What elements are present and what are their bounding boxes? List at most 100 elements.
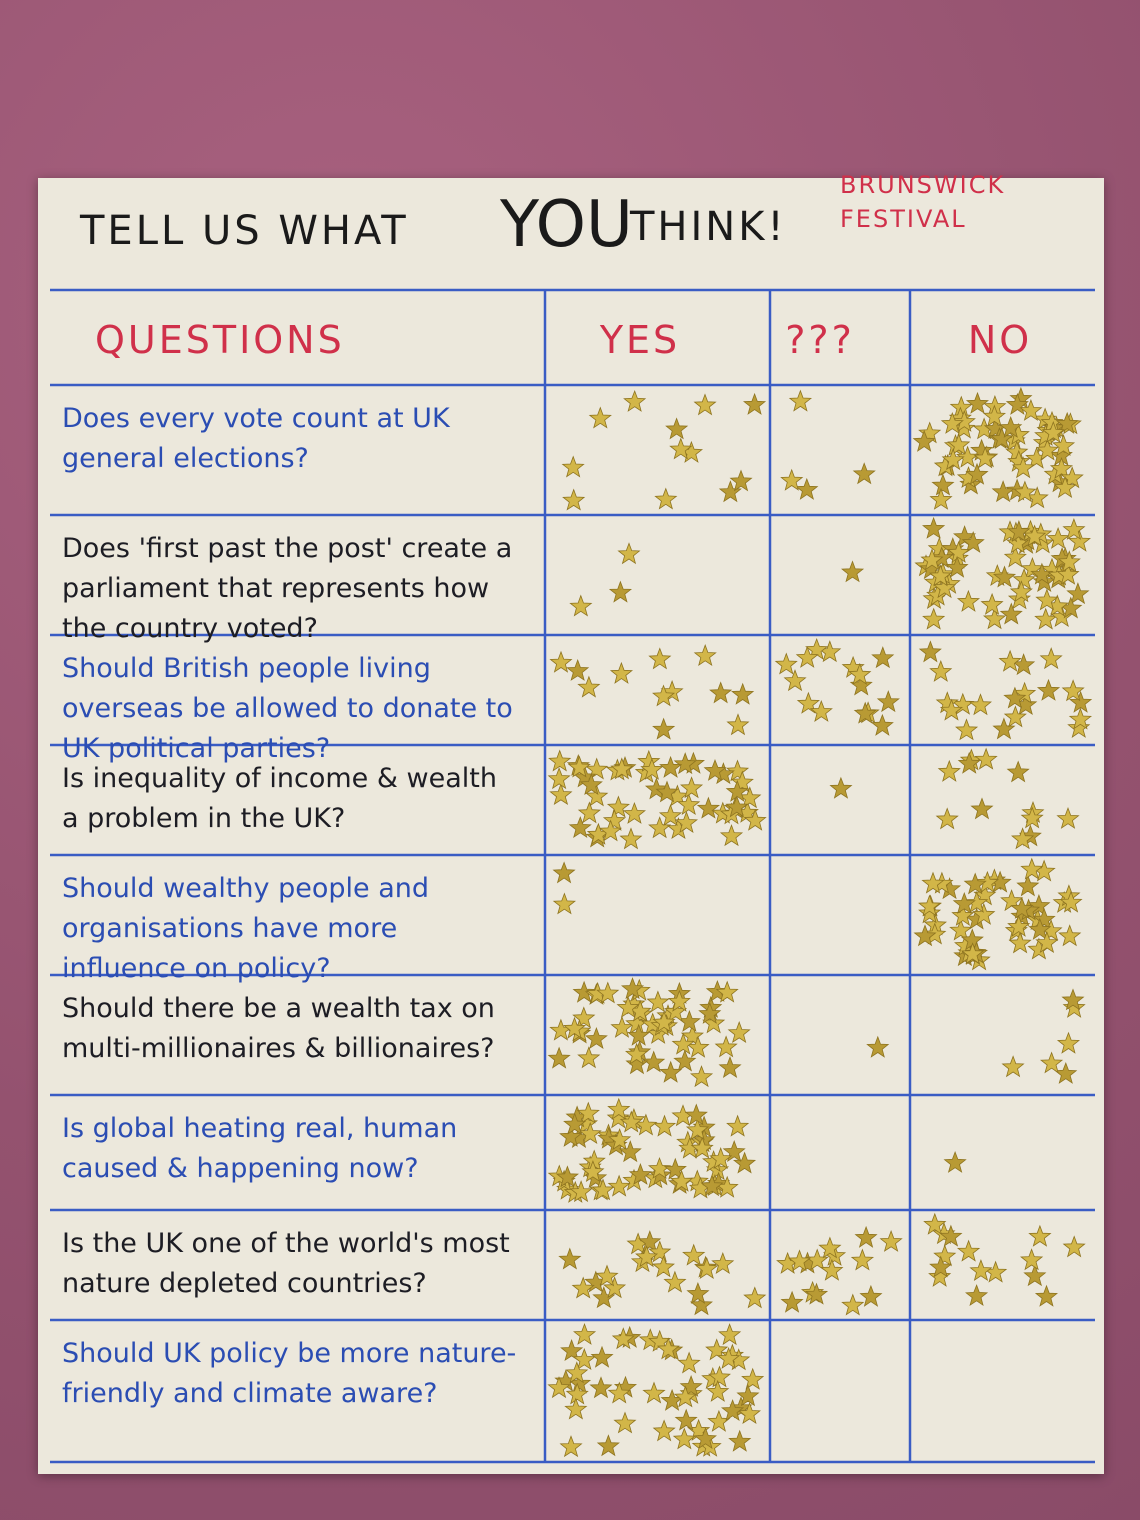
- star: [607, 1097, 631, 1120]
- star: [1016, 874, 1040, 897]
- star: [635, 1245, 659, 1268]
- star: [795, 645, 819, 668]
- star: [848, 662, 872, 685]
- star: [625, 1042, 649, 1065]
- question: Is inequality of income & wealth a probl…: [62, 763, 497, 834]
- star: [602, 808, 627, 831]
- star: [982, 607, 1007, 630]
- star: [1056, 1031, 1080, 1054]
- star: [608, 580, 633, 603]
- star: [975, 870, 999, 893]
- vote-stars: [552, 861, 577, 915]
- star: [619, 827, 643, 850]
- star: [1019, 398, 1043, 421]
- star: [853, 701, 877, 724]
- star: [565, 1382, 589, 1405]
- star: [613, 1411, 637, 1434]
- star: [684, 1103, 708, 1126]
- star: [1023, 1264, 1047, 1287]
- star: [956, 589, 981, 612]
- star: [609, 661, 634, 684]
- star: [1062, 1235, 1086, 1258]
- column-header: NO: [967, 318, 1033, 362]
- star: [656, 1337, 680, 1360]
- star: [547, 767, 571, 790]
- star: [577, 1046, 601, 1069]
- star: [623, 389, 647, 412]
- star: [1061, 988, 1085, 1011]
- star: [606, 795, 630, 818]
- vote-stars: [547, 1097, 757, 1203]
- vote-stars: [918, 640, 1093, 741]
- star: [929, 487, 953, 510]
- star: [561, 455, 585, 478]
- star: [1039, 1051, 1064, 1074]
- star: [690, 1065, 714, 1088]
- star: [563, 1016, 587, 1039]
- star: [714, 1035, 738, 1058]
- star: [673, 752, 697, 775]
- star: [998, 649, 1022, 672]
- star: [598, 819, 623, 842]
- star: [941, 448, 965, 471]
- star: [1003, 705, 1027, 728]
- star: [1003, 686, 1027, 709]
- star: [625, 1012, 649, 1035]
- star: [693, 1427, 717, 1450]
- star: [992, 565, 1017, 588]
- question: Is the UK one of the world's most nature…: [62, 1228, 510, 1299]
- star: [566, 658, 590, 681]
- star: [693, 393, 717, 416]
- star: [1056, 806, 1080, 829]
- star: [1035, 931, 1059, 954]
- star: [1020, 1248, 1044, 1271]
- vote-stars: [1001, 988, 1086, 1084]
- star: [940, 411, 964, 434]
- star: [560, 1339, 584, 1362]
- star: [939, 698, 963, 721]
- star: [700, 1174, 724, 1197]
- star: [565, 1361, 589, 1384]
- star: [679, 1374, 703, 1397]
- star: [706, 1379, 730, 1402]
- star: [652, 717, 676, 740]
- star: [963, 872, 987, 895]
- star: [1067, 715, 1091, 738]
- star: [920, 548, 944, 571]
- star: [1006, 760, 1030, 783]
- star: [648, 647, 672, 670]
- star: [939, 1224, 963, 1247]
- star: [1023, 524, 1047, 547]
- star: [928, 564, 953, 587]
- star: [969, 1259, 993, 1282]
- star: [731, 682, 755, 705]
- star: [1034, 607, 1058, 630]
- star: [737, 1402, 761, 1425]
- question: Is global heating real, human caused & h…: [62, 1113, 458, 1184]
- question: Does 'first past the post' create a parl…: [62, 533, 513, 644]
- star: [558, 1247, 582, 1270]
- star: [621, 977, 645, 1000]
- star: [805, 1248, 829, 1271]
- star: [679, 1381, 703, 1404]
- star: [983, 1260, 1008, 1283]
- star: [725, 779, 749, 802]
- star: [572, 980, 596, 1003]
- star: [698, 1001, 722, 1024]
- star: [607, 1174, 631, 1197]
- star: [922, 607, 946, 630]
- star: [591, 1178, 615, 1201]
- star: [659, 1060, 683, 1083]
- star: [1011, 827, 1035, 850]
- star: [918, 640, 942, 663]
- star: [931, 473, 955, 496]
- star: [549, 650, 573, 673]
- star: [1034, 1284, 1058, 1307]
- star: [841, 560, 865, 583]
- star: [935, 807, 959, 830]
- star: [870, 713, 894, 736]
- vote-stars: [547, 749, 767, 850]
- star: [1049, 456, 1073, 479]
- star: [695, 1257, 719, 1280]
